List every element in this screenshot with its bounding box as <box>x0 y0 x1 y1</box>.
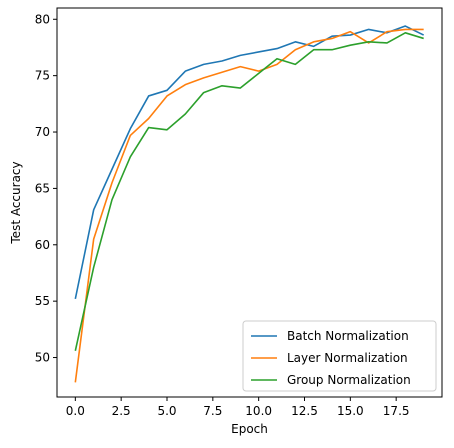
legend: Batch Normalization Layer Normalization Gr… <box>242 320 437 392</box>
legend-label: Batch Normalization <box>287 329 409 343</box>
x-tick-label: 17.5 <box>383 404 410 418</box>
series-line-3 <box>74 32 424 351</box>
x-tick-label: 12.5 <box>291 404 318 418</box>
x-tick-label: 15.0 <box>337 404 364 418</box>
x-tick-label: 0.0 <box>66 404 85 418</box>
y-tick-label: 70 <box>35 125 50 139</box>
axes-frame <box>56 7 443 398</box>
series-layer <box>74 25 425 383</box>
x-tick-label: 10.0 <box>245 404 272 418</box>
y-axis-ticks: 50 55 60 65 70 75 80 <box>35 12 57 365</box>
y-tick-label: 80 <box>35 12 50 26</box>
legend-label: Group Normalization <box>287 373 411 387</box>
y-tick-label: 50 <box>35 351 50 365</box>
legend-label: Layer Normalization <box>287 351 408 365</box>
y-tick-label: 60 <box>35 238 50 252</box>
series-line-2 <box>74 28 424 383</box>
legend-box <box>242 320 437 392</box>
x-axis-ticks: 0.0 2.5 5.0 7.5 10.0 12.5 15.0 17.5 <box>66 397 410 418</box>
y-tick-label: 55 <box>35 294 50 308</box>
y-tick-label: 65 <box>35 181 50 195</box>
series-line-1 <box>74 25 425 300</box>
y-axis-label: Test Accuracy <box>9 161 23 244</box>
y-tick-label: 75 <box>35 69 50 83</box>
x-tick-label: 7.5 <box>203 404 222 418</box>
x-tick-label: 2.5 <box>112 404 131 418</box>
x-axis-label: Epoch <box>231 422 268 436</box>
x-tick-label: 5.0 <box>157 404 176 418</box>
